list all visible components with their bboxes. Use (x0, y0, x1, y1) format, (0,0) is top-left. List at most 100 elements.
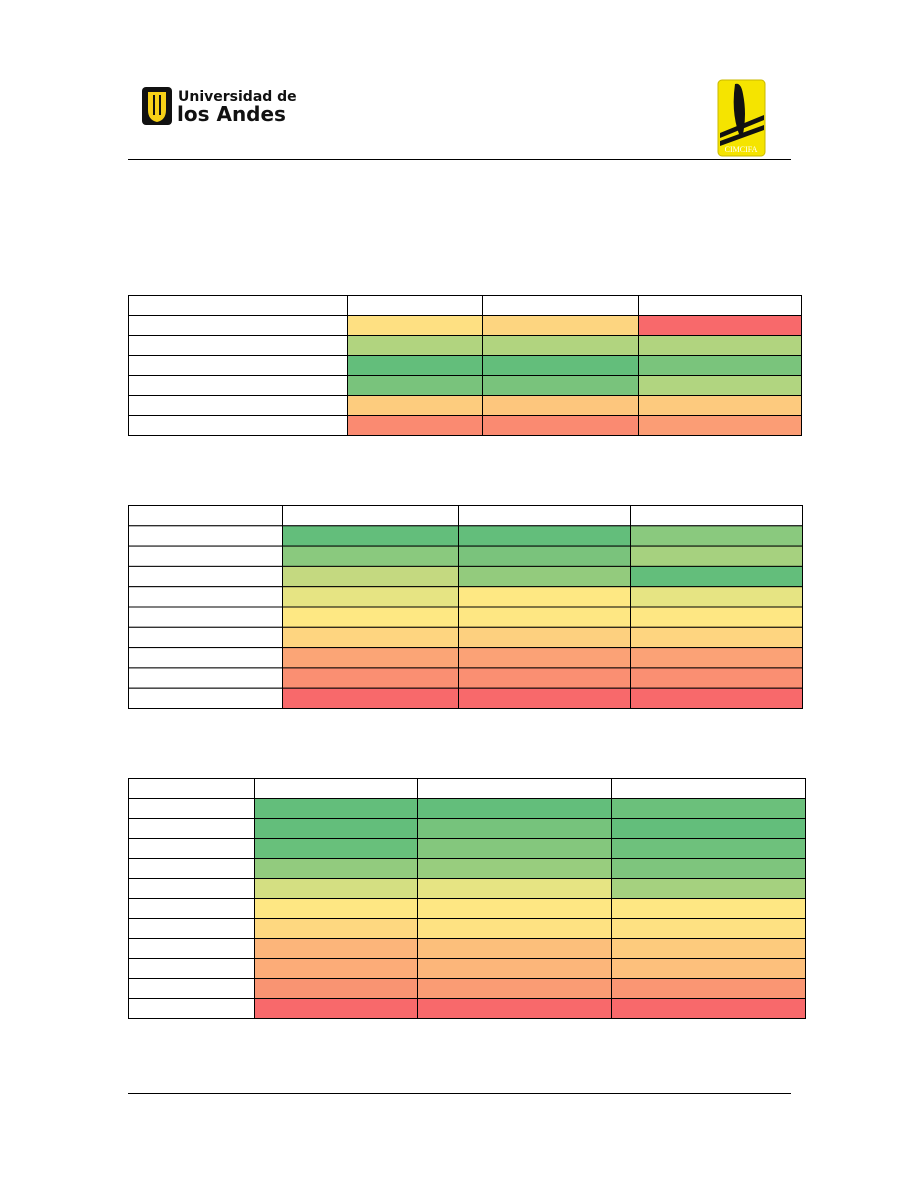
logo-text: CIMCIFA (725, 145, 758, 154)
colored-cell (630, 687, 803, 710)
header-cell (347, 295, 483, 316)
header-cell (482, 295, 639, 316)
colored-cell (611, 998, 806, 1019)
colored-cell (282, 667, 459, 689)
logo-field (720, 115, 764, 146)
colored-cell (638, 395, 802, 416)
colored-cell (638, 315, 802, 336)
label-cell (128, 565, 283, 588)
colored-cell (417, 938, 612, 959)
colored-cell (638, 355, 802, 376)
colored-cell (254, 858, 418, 879)
header-cell (458, 505, 631, 527)
label-cell (128, 798, 255, 819)
colored-cell (254, 918, 418, 939)
colored-cell (630, 525, 803, 547)
colored-cell (630, 565, 803, 588)
colored-cell (282, 647, 459, 669)
colored-cell (458, 626, 631, 649)
logo-tree (733, 83, 745, 134)
colored-cell (630, 667, 803, 689)
colored-cell (630, 626, 803, 649)
colored-cell (254, 898, 418, 919)
colored-cell (417, 858, 612, 879)
colored-cell (458, 647, 631, 669)
colored-cell (638, 335, 802, 356)
header-cell (417, 778, 612, 799)
colored-cell (417, 878, 612, 899)
label-cell (128, 978, 255, 999)
colored-cell (630, 586, 803, 608)
label-cell (128, 606, 283, 628)
colored-cell (458, 667, 631, 689)
colored-cell (254, 958, 418, 979)
colored-cell (254, 838, 418, 859)
table (128, 295, 802, 436)
colored-cell (417, 898, 612, 919)
label-cell (128, 395, 348, 416)
logo-text: Universidad de (178, 89, 297, 105)
colored-cell (347, 395, 483, 416)
colored-cell (254, 818, 418, 839)
logo-text: los Andes (177, 102, 286, 126)
logo-left: Universidad de los Andes (142, 87, 297, 126)
colored-cell (630, 647, 803, 669)
colored-cell (282, 525, 459, 547)
label-cell (128, 898, 255, 919)
colored-cell (417, 818, 612, 839)
colored-cell (282, 545, 459, 567)
colored-cell (611, 898, 806, 919)
label-cell (128, 626, 283, 649)
header-cell (128, 295, 348, 316)
colored-cell (630, 545, 803, 567)
colored-cell (482, 355, 639, 376)
label-cell (128, 858, 255, 879)
colored-cell (417, 958, 612, 979)
colored-cell (458, 565, 631, 588)
logo-right: CIMCIFA (717, 79, 766, 157)
colored-cell (458, 687, 631, 710)
colored-cell (458, 586, 631, 608)
colored-cell (630, 606, 803, 628)
label-cell (128, 878, 255, 899)
colored-cell (482, 415, 639, 436)
label-cell (128, 687, 283, 710)
label-cell (128, 355, 348, 376)
colored-cell (254, 798, 418, 819)
tables (128, 295, 806, 1019)
colored-cell (347, 335, 483, 356)
colored-cell (417, 798, 612, 819)
colored-cell (417, 998, 612, 1019)
colored-cell (638, 415, 802, 436)
colored-cell (482, 315, 639, 336)
colored-cell (282, 606, 459, 628)
colored-cell (611, 978, 806, 999)
colored-cell (347, 415, 483, 436)
table (128, 505, 803, 710)
colored-cell (611, 878, 806, 899)
label-cell (128, 586, 283, 608)
colored-cell (482, 395, 639, 416)
header-cell (630, 505, 803, 527)
label-cell (128, 315, 348, 336)
colored-cell (417, 838, 612, 859)
header-cell (128, 505, 283, 527)
colored-cell (254, 998, 418, 1019)
colored-cell (611, 958, 806, 979)
header-cell (254, 778, 418, 799)
colored-cell (254, 878, 418, 899)
header-cell (638, 295, 802, 316)
colored-cell (458, 525, 631, 547)
label-cell (128, 958, 255, 979)
colored-cell (482, 335, 639, 356)
colored-cell (282, 586, 459, 608)
colored-cell (638, 375, 802, 396)
label-cell (128, 335, 348, 356)
label-cell (128, 838, 255, 859)
colored-cell (611, 918, 806, 939)
colored-cell (282, 687, 459, 710)
colored-cell (458, 606, 631, 628)
label-cell (128, 545, 283, 567)
